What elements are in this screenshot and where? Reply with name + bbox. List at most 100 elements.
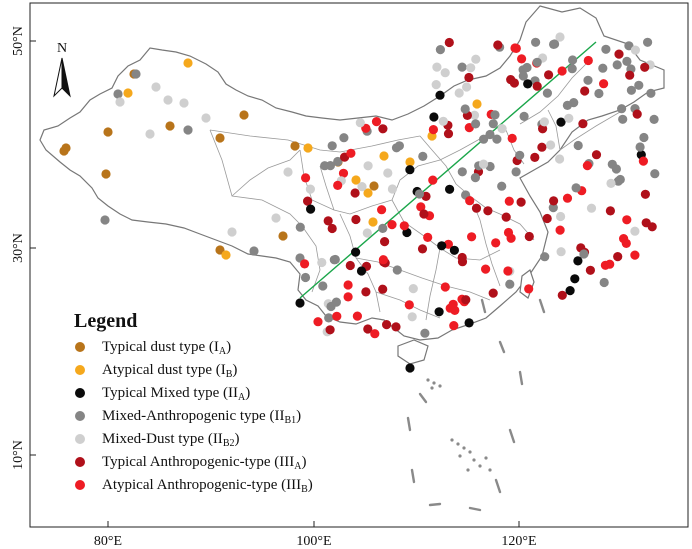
station-point-iia (356, 266, 367, 276)
station-point-iib1 (643, 37, 653, 47)
station-point-iib2 (478, 159, 489, 169)
legend-swatch-iiib (75, 480, 85, 490)
station-point-iiia (380, 237, 390, 247)
station-point-iib2 (407, 312, 417, 322)
station-point-ib (303, 143, 313, 153)
station-point-iiia (457, 252, 467, 263)
station-point-iiia (625, 70, 635, 80)
station-point-iiia (382, 320, 392, 330)
station-point-iib1 (497, 181, 507, 191)
station-point-iiib (423, 232, 433, 242)
station-point-iib1 (518, 71, 528, 81)
station-point-iiib (313, 317, 323, 327)
station-point-iib1 (618, 114, 628, 124)
station-point-iiib (449, 321, 459, 331)
station-point-iib1 (488, 119, 498, 129)
station-point-iib1 (646, 88, 656, 98)
station-point-iib1 (617, 104, 627, 114)
lat-label-50n: 50°N (11, 26, 26, 56)
china-outline (39, 5, 665, 365)
station-point-iiib (387, 220, 397, 230)
station-point-iib1 (435, 45, 445, 55)
station-point-iiia (580, 86, 590, 96)
station-point-iib1 (579, 249, 589, 259)
station-point-iib2 (555, 154, 565, 164)
station-point-iiib (524, 284, 534, 294)
station-point-iib1 (612, 60, 622, 70)
station-point-ia (215, 133, 225, 143)
station-point-iia (434, 307, 444, 317)
station-point-iia (429, 112, 439, 122)
north-label: N (57, 41, 67, 56)
station-point-iib1 (615, 174, 625, 185)
station-point-ia (103, 127, 113, 137)
station-point-iib1 (567, 64, 577, 74)
station-point-iib1 (327, 141, 337, 151)
station-point-iiib (371, 117, 382, 127)
station-point-ib (368, 217, 378, 227)
station-point-iia (437, 241, 447, 251)
station-point-iib1 (505, 279, 515, 289)
station-point-iib1 (568, 55, 578, 65)
legend-swatch-iib1 (75, 411, 85, 421)
station-point-iib2 (145, 129, 155, 139)
station-point-iib2 (355, 118, 365, 128)
station-point-ib (183, 58, 193, 68)
south-china-sea-islands (426, 378, 492, 472)
station-point-ia (278, 231, 288, 241)
station-point-iiia (303, 196, 313, 206)
station-point-iiia (530, 152, 540, 162)
station-point-iiib (428, 175, 438, 185)
legend-label-iiia: Typical Anthropogenic-type (IIIA) (102, 454, 306, 472)
station-point-iib1 (562, 100, 573, 110)
station-point-iib1 (183, 125, 193, 135)
north-arrow-icon (53, 57, 71, 98)
station-point-iiia (578, 119, 588, 129)
station-point-ib (363, 188, 373, 198)
station-point-iib2 (440, 68, 450, 78)
station-point-iib1 (457, 167, 467, 177)
station-point-ia (101, 169, 111, 179)
station-point-iiia (640, 189, 651, 199)
station-point-iib2 (305, 184, 315, 194)
station-points-layer (59, 32, 660, 373)
legend-label-iiib: Atypical Anthropogenic-type (IIIB) (102, 477, 313, 495)
station-point-iiib (338, 168, 349, 178)
station-point-iib1 (548, 203, 558, 213)
hu-line-separator (299, 41, 597, 299)
axis-ticks (30, 40, 520, 527)
lon-label-120e: 120°E (501, 534, 536, 549)
station-point-iiib (557, 66, 567, 76)
lon-label-100e: 100°E (296, 534, 331, 549)
station-point-iiib (377, 205, 387, 215)
station-point-iiia (493, 40, 503, 50)
station-point-iiia (537, 142, 547, 152)
station-point-ia (59, 146, 69, 156)
station-point-iiia (640, 62, 650, 72)
legend-label-iib1: Mixed-Anthropogenic type (IIB1) (102, 408, 301, 426)
station-point-iib2 (151, 82, 161, 92)
nine-dash-line (406, 298, 546, 512)
station-point-iib1 (549, 39, 559, 50)
station-point-iib2 (462, 82, 472, 92)
station-point-iib1 (611, 164, 622, 174)
station-point-iib1 (490, 110, 500, 120)
station-point-iiia (391, 322, 401, 332)
station-point-iib1 (300, 272, 311, 283)
station-point-iiib (583, 55, 593, 66)
legend: Legend Typical dust type (IA) Atypical du… (74, 310, 313, 495)
station-point-iib1 (479, 134, 489, 144)
station-point-iib1 (540, 252, 550, 262)
station-point-iiia (557, 290, 567, 300)
station-point-ib (221, 250, 231, 260)
station-point-iia (565, 286, 575, 296)
station-point-iib1 (324, 313, 334, 323)
station-point-iib1 (573, 140, 583, 151)
station-point-iia (570, 274, 580, 284)
station-point-iiia (345, 260, 355, 271)
station-point-iiib (621, 238, 631, 248)
station-point-iia (445, 184, 455, 194)
station-point-iib1 (100, 215, 110, 225)
legend-swatch-iib2 (75, 434, 85, 444)
station-point-iib1 (131, 69, 141, 79)
